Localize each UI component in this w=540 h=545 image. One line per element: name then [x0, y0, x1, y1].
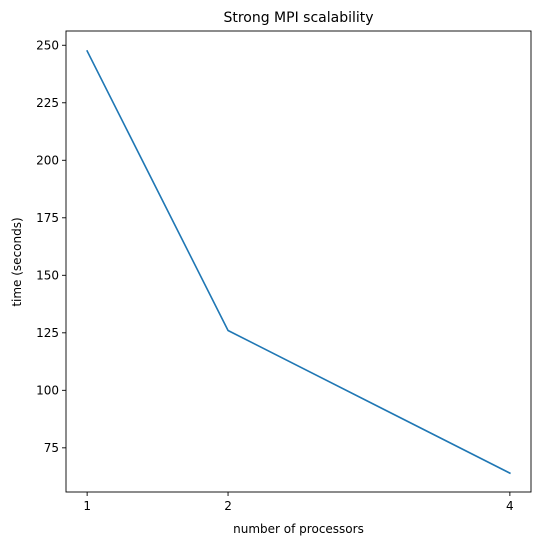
- y-tick-label: 200: [36, 153, 59, 167]
- x-tick-label: 1: [83, 499, 91, 513]
- y-tick-label: 75: [44, 441, 59, 455]
- y-axis-label: time (seconds): [10, 217, 24, 306]
- y-tick-label: 250: [36, 38, 59, 52]
- x-axis-label: number of processors: [233, 522, 364, 536]
- y-tick-label: 175: [36, 211, 59, 225]
- x-tick-label: 4: [506, 499, 514, 513]
- series-line: [86, 49, 511, 475]
- plot-frame: [65, 30, 532, 493]
- plot-area: [65, 30, 532, 493]
- axis-ticks: 1 2 4 75 100 125 150 175 200 225 250: [36, 38, 514, 513]
- x-tick-label: 2: [224, 499, 232, 513]
- chart-title: Strong MPI scalability: [223, 10, 373, 26]
- y-tick-label: 125: [36, 326, 59, 340]
- y-tick-label: 100: [36, 383, 59, 397]
- y-tick-label: 225: [36, 96, 59, 110]
- y-tick-label: 150: [36, 268, 59, 282]
